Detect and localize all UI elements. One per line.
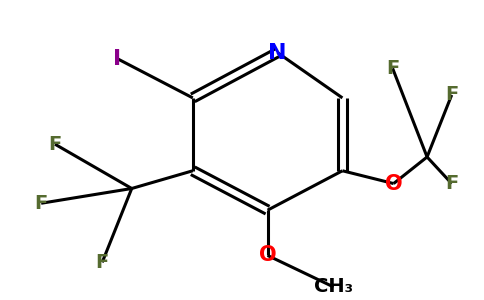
Text: F: F: [445, 174, 458, 193]
Text: I: I: [113, 49, 121, 68]
Text: F: F: [48, 135, 61, 154]
Text: F: F: [34, 194, 48, 213]
Text: O: O: [385, 174, 402, 194]
Text: F: F: [95, 253, 109, 272]
Text: CH₃: CH₃: [314, 278, 353, 296]
Text: O: O: [259, 245, 276, 266]
Text: F: F: [445, 85, 458, 104]
Text: N: N: [268, 43, 287, 63]
Text: F: F: [386, 59, 399, 78]
